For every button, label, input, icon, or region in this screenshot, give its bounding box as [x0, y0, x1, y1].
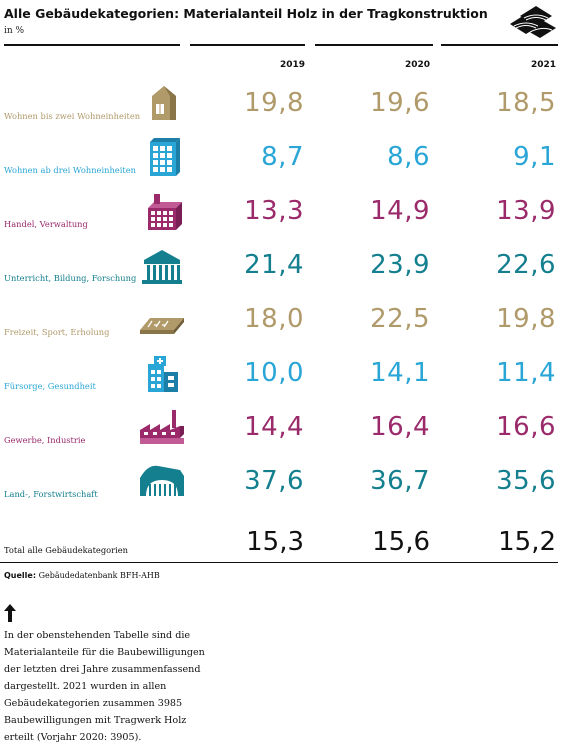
row-icon [136, 462, 184, 502]
value-cell-2019: 14,4 [244, 412, 304, 442]
house-icon [152, 86, 176, 120]
value-cell-2020: 23,9 [370, 250, 430, 280]
year-header-2021: 2021 [530, 60, 556, 70]
row-label: Freizeit, Sport, Erholung [4, 327, 110, 337]
row-icon [136, 138, 184, 178]
bottom-rule [0, 562, 558, 563]
source-label: Quelle: [4, 571, 37, 580]
value-cell-2019: 13,3 [244, 196, 304, 226]
arrow-up-icon [4, 604, 16, 622]
table-row: Gewerbe, Industrie 14,4 16,4 16,6 [0, 402, 562, 456]
table-row: Land-, Forstwirtschaft 37,6 36,7 35,6 [0, 456, 562, 510]
value-cell-2021: 9,1 [513, 142, 556, 172]
row-label: Unterricht, Bildung, Forschung [4, 273, 137, 283]
value-cell-2019: 21,4 [244, 250, 304, 280]
header-rule [441, 44, 558, 46]
row-label: Fürsorge, Gesundheit [4, 381, 96, 391]
row-icon [136, 246, 184, 286]
row-icon [136, 408, 184, 448]
note-text: In der obenstehenden Tabelle sind die Ma… [4, 630, 205, 743]
chart-title: Alle Gebäudekategorien: Materialanteil H… [4, 6, 488, 21]
value-cell-2020: 16,4 [370, 412, 430, 442]
value-cell-2021: 11,4 [496, 358, 556, 388]
table-row: Unterricht, Bildung, Forschung 21,4 23,9 22… [0, 240, 562, 294]
office-building-icon [148, 194, 182, 230]
header-rule [4, 44, 180, 46]
value-cell-2020: 8,6 [387, 142, 430, 172]
table-row: Wohnen ab drei Wohneinheiten 8,7 8,6 9,1 [0, 132, 562, 186]
total-value-2021: 15,2 [498, 527, 556, 557]
table-row: Handel, Verwaltung 13,3 14,9 13,9 [0, 186, 562, 240]
value-cell-2020: 36,7 [370, 466, 430, 496]
value-cell-2019: 37,6 [244, 466, 304, 496]
table-row: Wohnen bis zwei Wohneinheiten 19,8 19,6 18,… [0, 78, 562, 132]
value-cell-2020: 19,6 [370, 88, 430, 118]
header-rule [190, 44, 305, 46]
header-rule [315, 44, 433, 46]
row-label: Gewerbe, Industrie [4, 435, 86, 445]
source-line: Quelle: Gebäudedatenbank BFH-AHB [4, 571, 160, 580]
value-cell-2019: 18,0 [244, 304, 304, 334]
value-cell-2021: 19,8 [496, 304, 556, 334]
value-cell-2020: 14,1 [370, 358, 430, 388]
total-label: Total alle Gebäudekategorien [4, 545, 129, 555]
row-label: Wohnen bis zwei Wohneinheiten [4, 111, 141, 121]
value-cell-2019: 10,0 [244, 358, 304, 388]
total-value-2020: 15,6 [372, 527, 430, 557]
value-cell-2021: 22,6 [496, 250, 556, 280]
year-header-2020: 2020 [404, 60, 430, 70]
wood-logo-icon [510, 6, 556, 38]
value-cell-2021: 16,6 [496, 412, 556, 442]
total-value-2019: 15,3 [246, 527, 304, 557]
row-label: Handel, Verwaltung [4, 219, 88, 229]
value-cell-2019: 19,8 [244, 88, 304, 118]
value-cell-2020: 22,5 [370, 304, 430, 334]
row-icon [136, 300, 184, 340]
row-label: Land-, Forstwirtschaft [4, 489, 98, 499]
value-cell-2019: 8,7 [261, 142, 304, 172]
row-label: Wohnen ab drei Wohneinheiten [4, 165, 136, 175]
table-row: Fürsorge, Gesundheit 10,0 14,1 11,4 [0, 348, 562, 402]
factory-icon [140, 410, 184, 444]
value-cell-2021: 35,6 [496, 466, 556, 496]
sports-hall-icon [140, 318, 184, 334]
apartment-building-icon [150, 138, 180, 176]
row-icon [136, 84, 184, 124]
temple-icon [142, 250, 182, 284]
year-header-2019: 2019 [279, 60, 305, 70]
barn-icon [140, 465, 184, 496]
row-icon [136, 354, 184, 394]
chart-subtitle: in % [4, 26, 25, 36]
value-cell-2021: 13,9 [496, 196, 556, 226]
table-row: Freizeit, Sport, Erholung 18,0 22,5 19,8 [0, 294, 562, 348]
value-cell-2020: 14,9 [370, 196, 430, 226]
source-text: Gebäudedatenbank BFH-AHB [38, 571, 160, 580]
value-cell-2021: 18,5 [496, 88, 556, 118]
row-icon [136, 192, 184, 232]
hospital-icon [148, 356, 178, 392]
